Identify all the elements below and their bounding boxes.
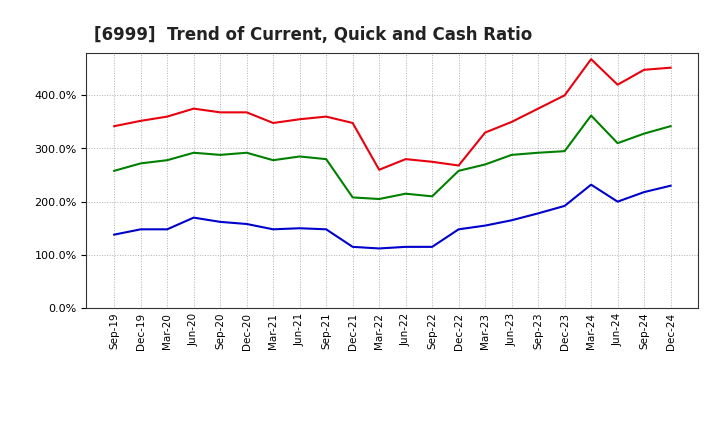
Quick Ratio [269, 158, 277, 163]
Quick Ratio [454, 168, 463, 173]
Current Ratio [666, 65, 675, 70]
Current Ratio [560, 93, 569, 98]
Current Ratio [136, 118, 145, 124]
Cash Ratio [189, 215, 198, 220]
Cash Ratio [216, 219, 225, 224]
Cash Ratio [163, 227, 171, 232]
Quick Ratio [348, 195, 357, 200]
Cash Ratio [295, 226, 304, 231]
Quick Ratio [375, 196, 384, 202]
Cash Ratio [348, 244, 357, 249]
Cash Ratio [534, 211, 542, 216]
Line: Cash Ratio: Cash Ratio [114, 185, 670, 249]
Quick Ratio [136, 161, 145, 166]
Quick Ratio [110, 168, 119, 173]
Line: Current Ratio: Current Ratio [114, 59, 670, 170]
Text: [6999]  Trend of Current, Quick and Cash Ratio: [6999] Trend of Current, Quick and Cash … [94, 26, 532, 44]
Quick Ratio [613, 140, 622, 146]
Quick Ratio [322, 157, 330, 162]
Current Ratio [163, 114, 171, 119]
Cash Ratio [481, 223, 490, 228]
Cash Ratio [110, 232, 119, 237]
Current Ratio [110, 124, 119, 129]
Quick Ratio [216, 152, 225, 158]
Current Ratio [375, 167, 384, 172]
Quick Ratio [666, 124, 675, 129]
Cash Ratio [375, 246, 384, 251]
Cash Ratio [613, 199, 622, 204]
Quick Ratio [428, 194, 436, 199]
Current Ratio [534, 106, 542, 111]
Current Ratio [587, 56, 595, 62]
Quick Ratio [560, 149, 569, 154]
Current Ratio [508, 119, 516, 125]
Cash Ratio [587, 182, 595, 187]
Current Ratio [269, 121, 277, 126]
Current Ratio [428, 159, 436, 165]
Quick Ratio [295, 154, 304, 159]
Cash Ratio [428, 244, 436, 249]
Current Ratio [189, 106, 198, 111]
Quick Ratio [401, 191, 410, 196]
Quick Ratio [534, 150, 542, 155]
Cash Ratio [136, 227, 145, 232]
Current Ratio [481, 130, 490, 135]
Cash Ratio [322, 227, 330, 232]
Cash Ratio [454, 227, 463, 232]
Current Ratio [348, 121, 357, 126]
Quick Ratio [508, 152, 516, 158]
Cash Ratio [560, 203, 569, 209]
Quick Ratio [481, 162, 490, 167]
Cash Ratio [508, 218, 516, 223]
Current Ratio [640, 67, 649, 73]
Cash Ratio [666, 183, 675, 188]
Line: Quick Ratio: Quick Ratio [114, 116, 670, 199]
Cash Ratio [640, 190, 649, 195]
Quick Ratio [163, 158, 171, 163]
Quick Ratio [640, 131, 649, 136]
Cash Ratio [401, 244, 410, 249]
Current Ratio [216, 110, 225, 115]
Quick Ratio [243, 150, 251, 155]
Cash Ratio [243, 221, 251, 227]
Current Ratio [295, 117, 304, 122]
Current Ratio [454, 163, 463, 168]
Cash Ratio [269, 227, 277, 232]
Current Ratio [613, 82, 622, 87]
Current Ratio [243, 110, 251, 115]
Current Ratio [401, 157, 410, 162]
Quick Ratio [189, 150, 198, 155]
Quick Ratio [587, 113, 595, 118]
Current Ratio [322, 114, 330, 119]
